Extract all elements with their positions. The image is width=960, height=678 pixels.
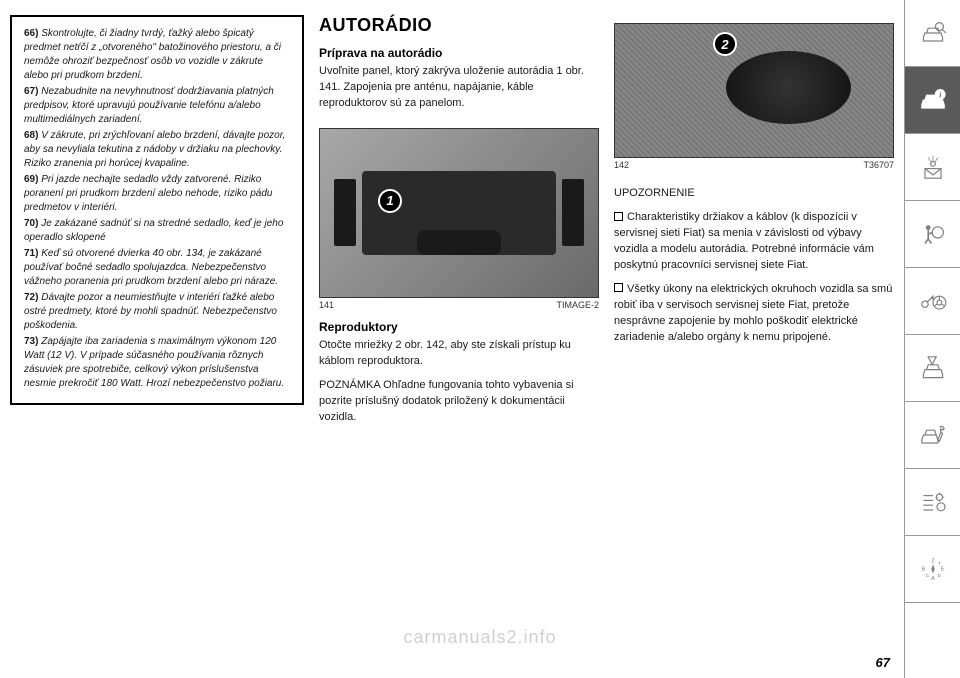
- figure-142-image: 2: [614, 23, 894, 158]
- notice-text2: Všetky úkony na elektrických okruhoch vo…: [614, 282, 894, 346]
- sidebar-item-airbag[interactable]: [905, 201, 960, 268]
- warning-71: 71) Keď sú otvorené dvierka 40 obr. 134,…: [24, 247, 290, 289]
- figure-141-image: 1: [319, 128, 599, 298]
- notice-text1: Charakteristiky držiakov a káblov (k dis…: [614, 210, 894, 274]
- sidebar-item-list-gears[interactable]: [905, 469, 960, 536]
- warning-66: 66) Skontrolujte, či žiadny tvrdý, ťažký…: [24, 27, 290, 83]
- warning-73: 73) Zapájajte iba zariadenia s maximálny…: [24, 335, 290, 391]
- car-info-icon: i: [917, 84, 949, 116]
- warning-68: 68) V zákrute, pri zrýchľovaní alebo brz…: [24, 129, 290, 171]
- page-number: 67: [876, 655, 890, 670]
- warning-car-icon: [917, 352, 949, 384]
- subsection-prep: Príprava na autorádio: [319, 46, 599, 60]
- figure-marker-2: 2: [713, 32, 737, 56]
- sidebar-item-car-wrench[interactable]: [905, 402, 960, 469]
- sidebar-nav: i: [904, 0, 960, 678]
- repro-text2: POZNÁMKA Ohľadne fungovania tohto vybave…: [319, 378, 599, 426]
- figure-141: 1 141 TIMAGE-2: [319, 128, 599, 310]
- sidebar-item-compass[interactable]: Z E A B D C T: [905, 536, 960, 603]
- compass-icon: Z E A B D C T: [917, 553, 949, 585]
- figure-number: 142: [614, 160, 629, 170]
- airbag-icon: [917, 218, 949, 250]
- figure-142-caption: 142 T36707: [614, 160, 894, 170]
- checkbox-icon: [614, 283, 623, 292]
- warning-72: 72) Dávajte pozor a neumiestňujte v inte…: [24, 291, 290, 333]
- light-mail-icon: [917, 151, 949, 183]
- warning-70: 70) Je zakázané sadnúť si na stredné sed…: [24, 217, 290, 245]
- section-title-autoradio: AUTORÁDIO: [319, 15, 599, 36]
- sidebar-item-car-info[interactable]: i: [905, 67, 960, 134]
- svg-text:A: A: [931, 576, 935, 582]
- svg-text:Z: Z: [931, 559, 935, 565]
- list-gears-icon: [917, 486, 949, 518]
- svg-text:C: C: [925, 573, 929, 579]
- figure-142: 2 142 T36707: [614, 23, 894, 170]
- sidebar-item-warning-car[interactable]: [905, 335, 960, 402]
- car-wrench-icon: [917, 419, 949, 451]
- svg-text:D: D: [937, 573, 941, 579]
- warning-67: 67) Nezabudnite na nevyhnutnosť dodržiav…: [24, 85, 290, 127]
- figure-code: T36707: [863, 160, 894, 170]
- sidebar-item-key-wheel[interactable]: [905, 268, 960, 335]
- sidebar-item-light-mail[interactable]: [905, 134, 960, 201]
- notice-title: UPOZORNENIE: [614, 186, 894, 202]
- figure-marker-1: 1: [378, 189, 402, 213]
- watermark: carmanuals2.info: [403, 627, 556, 648]
- warning-69: 69) Pri jazde nechajte sedadlo vždy zatv…: [24, 173, 290, 215]
- car-search-icon: [917, 17, 949, 49]
- svg-text:B: B: [921, 567, 925, 573]
- sidebar-item-car-search[interactable]: [905, 0, 960, 67]
- checkbox-icon: [614, 212, 623, 221]
- figure-number: 141: [319, 300, 334, 310]
- prep-text: Uvoľnite panel, ktorý zakrýva uloženie a…: [319, 64, 599, 112]
- svg-text:T: T: [937, 561, 940, 567]
- subsection-repro: Reproduktory: [319, 320, 599, 334]
- warning-box: 66) Skontrolujte, či žiadny tvrdý, ťažký…: [10, 15, 304, 405]
- figure-code: TIMAGE-2: [556, 300, 599, 310]
- key-wheel-icon: [917, 285, 949, 317]
- svg-text:E: E: [940, 567, 944, 573]
- figure-141-caption: 141 TIMAGE-2: [319, 300, 599, 310]
- repro-text1: Otočte mriežky 2 obr. 142, aby ste získa…: [319, 338, 599, 370]
